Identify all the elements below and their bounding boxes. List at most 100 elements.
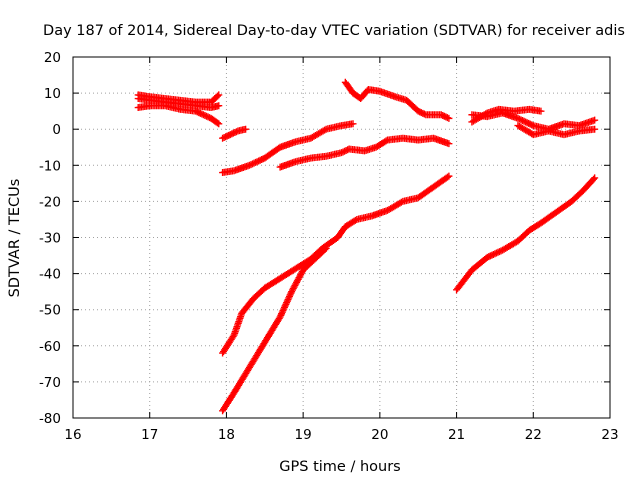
track-marker [244,162,252,170]
track-marker [240,126,248,134]
track-marker [481,255,489,263]
track-marker [213,92,221,100]
track-marker [202,112,210,120]
track-marker [520,117,528,125]
track-marker [269,279,277,287]
track-marker [312,254,320,262]
track-marker [482,110,490,118]
track-marker [416,108,424,116]
track-marker [255,157,263,165]
y-tick-label: 0 [52,122,61,138]
y-tick-label: -60 [39,339,61,355]
track-marker [277,311,285,319]
y-tick-label: -30 [39,231,61,247]
track-marker [231,128,239,136]
track-marker [213,119,221,127]
track-marker [247,161,255,169]
track-marker [201,111,209,119]
track-marker [466,269,474,277]
track-marker [419,109,427,117]
track-marker [362,88,370,96]
x-tick-label: 23 [601,427,618,443]
track-marker [284,296,292,304]
track-marker [228,130,236,138]
y-tick-label: 10 [44,86,61,102]
track-marker [290,158,298,166]
track-marker [232,128,240,136]
track-marker [252,158,260,166]
y-tick-label: -80 [39,411,61,427]
data-point [199,111,207,119]
track-marker [258,156,266,164]
track-marker [417,109,425,117]
track-marker [412,105,420,113]
track-marker [350,217,358,225]
track-marker [339,148,347,156]
grid-lines [73,57,610,418]
track-marker [193,108,201,116]
track-marker [253,158,261,166]
x-tick-label: 17 [141,427,158,443]
track-marker [213,102,221,110]
track-marker [436,111,444,119]
track-marker [286,291,294,299]
track-marker [229,332,237,340]
track-marker [204,113,212,121]
track-marker [488,251,496,259]
track-marker [550,210,558,218]
track-marker [283,299,291,307]
track-marker [442,113,450,121]
track-marker [321,246,329,254]
y-tick-label: -50 [39,303,61,319]
track-marker [528,121,536,129]
track-marker [492,249,500,257]
track-marker [198,110,206,118]
track-marker [397,198,405,206]
track-marker [517,116,525,124]
track-marker [347,86,355,94]
track-marker [247,297,255,305]
track-marker [244,366,252,374]
track-marker [274,316,282,324]
track-marker [525,119,533,127]
track-marker [382,207,390,215]
track-marker [249,160,257,168]
track-marker [515,115,523,123]
track-marker [228,167,236,175]
track-marker [480,111,488,119]
y-tick-label: -20 [39,194,61,210]
track-marker [589,117,597,125]
track-marker [589,125,597,133]
track-marker [485,253,493,261]
track-marker [443,139,451,147]
track-marker [220,134,228,142]
track-marker [420,110,428,118]
track-marker [486,252,494,260]
track-marker [228,334,236,342]
track-marker [331,235,339,243]
track-marker [374,87,382,95]
track-marker [526,129,534,137]
x-tick-label: 22 [525,427,542,443]
track-marker [190,107,198,115]
x-tick-label: 18 [218,427,235,443]
track-marker [496,248,504,256]
x-tick-label: 16 [64,427,81,443]
track-marker [275,314,283,322]
track-marker [212,93,220,101]
track-marker [280,305,288,313]
track-marker [444,173,452,181]
track-marker [320,247,328,255]
track-marker [259,341,267,349]
track-marker [339,225,347,233]
track-marker [511,239,519,247]
x-tick-label: 21 [448,427,465,443]
track-marker [250,159,258,167]
track-marker [229,129,237,137]
y-tick-label: -10 [39,158,61,174]
track-marker [223,132,231,140]
track-marker [491,250,499,258]
track-marker [287,289,295,297]
track-marker [285,292,293,300]
